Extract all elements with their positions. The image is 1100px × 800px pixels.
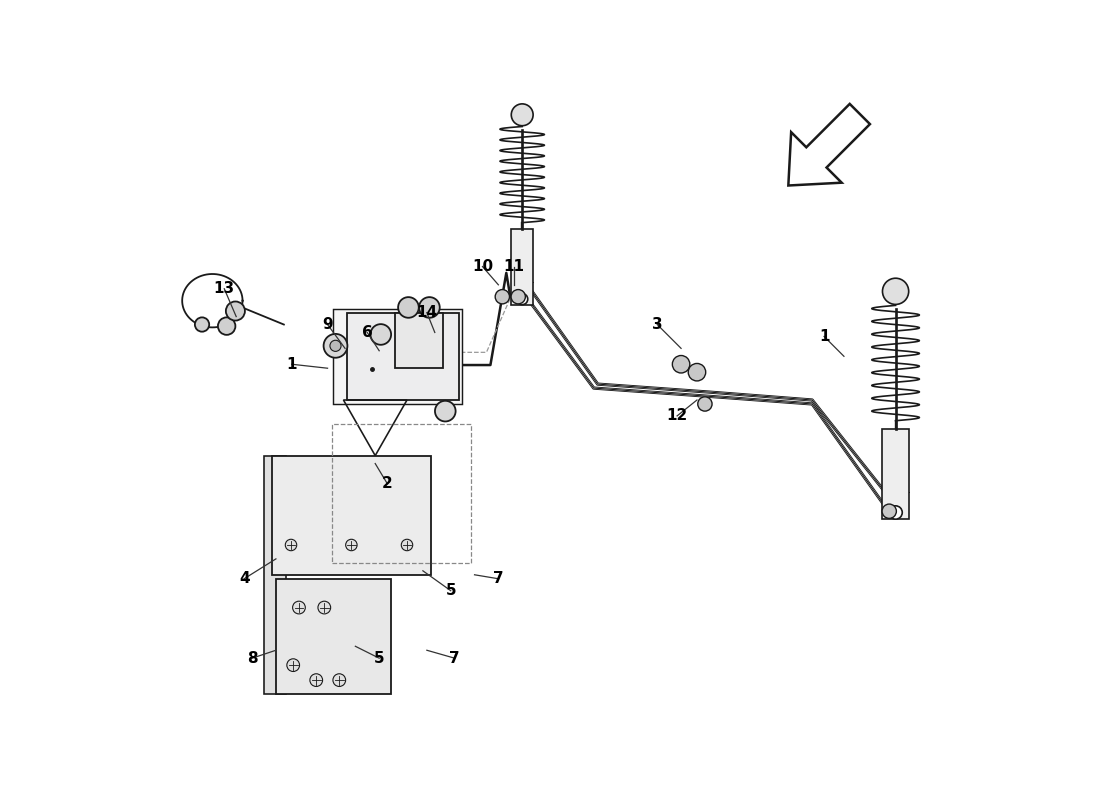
Text: 6: 6	[362, 325, 373, 340]
Circle shape	[882, 504, 896, 518]
Text: 9: 9	[322, 317, 333, 332]
Bar	[331, 424, 471, 563]
Text: 1: 1	[818, 329, 829, 344]
Circle shape	[672, 355, 690, 373]
Circle shape	[882, 278, 909, 305]
Circle shape	[398, 297, 419, 318]
Circle shape	[434, 401, 455, 422]
Circle shape	[310, 674, 322, 686]
Circle shape	[285, 539, 297, 550]
Circle shape	[689, 363, 706, 381]
Circle shape	[371, 324, 392, 345]
Circle shape	[512, 290, 526, 304]
Text: 2: 2	[382, 476, 393, 491]
Circle shape	[218, 318, 235, 335]
Circle shape	[323, 334, 348, 358]
Bar	[272, 456, 431, 574]
Polygon shape	[264, 456, 286, 694]
Text: 10: 10	[472, 259, 493, 274]
Circle shape	[402, 539, 412, 550]
Bar	[276, 578, 392, 694]
Circle shape	[333, 674, 345, 686]
Polygon shape	[789, 104, 870, 186]
Text: 7: 7	[450, 650, 460, 666]
Bar	[882, 429, 909, 519]
Circle shape	[195, 318, 209, 332]
Text: 3: 3	[652, 317, 662, 332]
Circle shape	[293, 601, 306, 614]
Circle shape	[226, 302, 245, 321]
Circle shape	[287, 658, 299, 671]
Text: 13: 13	[213, 282, 234, 296]
Circle shape	[330, 340, 341, 351]
Circle shape	[889, 506, 902, 519]
Circle shape	[495, 290, 509, 304]
Bar	[348, 313, 459, 400]
Text: 7: 7	[493, 571, 504, 586]
Bar	[395, 313, 442, 368]
Text: 5: 5	[374, 650, 385, 666]
Circle shape	[419, 297, 440, 318]
Text: 5: 5	[446, 583, 456, 598]
Bar	[333, 309, 462, 404]
Text: 4: 4	[239, 571, 250, 586]
Circle shape	[517, 294, 528, 305]
Text: 12: 12	[667, 408, 688, 423]
Circle shape	[345, 539, 358, 550]
Circle shape	[512, 104, 534, 126]
Text: 1: 1	[287, 357, 297, 372]
Text: 14: 14	[416, 305, 438, 320]
Text: 8: 8	[246, 650, 257, 666]
Circle shape	[697, 397, 712, 411]
Bar	[512, 229, 534, 305]
Circle shape	[318, 601, 331, 614]
Text: 11: 11	[504, 259, 525, 274]
